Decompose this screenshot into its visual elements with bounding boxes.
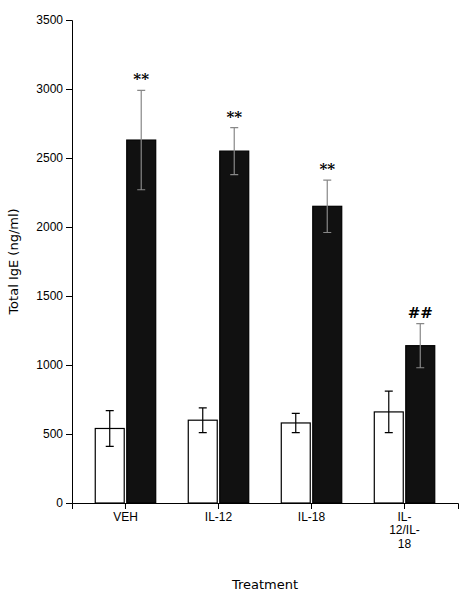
y-tick-mark (66, 20, 72, 21)
x-tick: IL-12/IL-18 (389, 503, 420, 551)
error-bar (137, 90, 145, 189)
error-bar (106, 411, 114, 447)
error-bar (292, 413, 300, 432)
x-tick-mark (125, 503, 126, 509)
x-tick-mark (218, 503, 219, 509)
y-tick: 1500 (36, 289, 72, 303)
bar (313, 206, 342, 503)
x-tick-mark (404, 503, 405, 509)
x-tick-label-line: VEH (113, 510, 138, 524)
x-tick-label: VEH (113, 510, 138, 524)
marks (95, 90, 434, 503)
series-1 (127, 90, 435, 503)
y-tick-mark (66, 227, 72, 228)
x-tick-label-line: IL- (398, 510, 412, 524)
y-tick-label: 500 (43, 427, 63, 441)
bar (406, 346, 435, 503)
bar (220, 151, 249, 503)
y-tick: 2000 (36, 220, 72, 234)
x-tick-label: IL-12/IL-18 (389, 510, 420, 552)
annotation: ## (408, 304, 433, 322)
y-tick-mark (66, 296, 72, 297)
error-bar (199, 408, 207, 433)
bar (127, 140, 156, 503)
y-tick: 1000 (36, 358, 72, 372)
y-tick-mark (66, 434, 72, 435)
y-axis: 0 500 1000 1500 2000 2500 3000 3500 (36, 13, 72, 510)
x-tick-label-line: IL-12 (205, 510, 233, 524)
annotation: ** (226, 108, 242, 126)
error-bar (416, 324, 424, 368)
x-tick-label-line: 18 (398, 537, 412, 551)
x-tick: IL-12 (205, 503, 233, 524)
annotations: ** ** ** ## (133, 70, 432, 321)
y-tick-label: 3000 (36, 82, 63, 96)
y-tick-label: 3500 (36, 13, 63, 27)
x-tick-label: IL-12 (205, 510, 233, 524)
annotation: ** (319, 160, 335, 178)
bar (281, 423, 310, 503)
y-axis-line (66, 21, 73, 504)
plot: 0500100015002000250030003500VEHIL-12IL-1… (36, 13, 458, 551)
x-axis-title: Treatment (231, 577, 298, 592)
y-tick-mark (66, 158, 72, 159)
annotation: ** (133, 70, 149, 88)
y-tick-mark (66, 503, 72, 504)
y-tick: 2500 (36, 151, 72, 165)
x-axis-line (73, 504, 459, 510)
y-tick: 0 (56, 496, 72, 510)
y-tick-mark (66, 365, 72, 366)
y-tick-label: 0 (56, 496, 63, 510)
y-tick: 3000 (36, 82, 72, 96)
y-tick-label: 1500 (36, 289, 63, 303)
x-tick-label-line: 12/IL- (389, 523, 420, 537)
x-tick-mark (311, 503, 312, 509)
x-tick: VEH (113, 503, 138, 524)
y-tick-label: 2500 (36, 151, 63, 165)
y-tick-label: 2000 (36, 220, 63, 234)
chart-container: 0500100015002000250030003500VEHIL-12IL-1… (0, 0, 474, 603)
error-bar (230, 128, 238, 175)
y-tick-mark (66, 89, 72, 90)
y-tick-label: 1000 (36, 358, 63, 372)
chart-svg: 0500100015002000250030003500VEHIL-12IL-1… (0, 0, 474, 603)
error-bar (385, 391, 393, 432)
x-tick-label-line: IL-18 (298, 510, 326, 524)
x-tick-label: IL-18 (298, 510, 326, 524)
x-tick: IL-18 (298, 503, 326, 524)
x-axis: VEHIL-12IL-18IL-12/IL-18 (73, 503, 459, 551)
y-tick: 500 (43, 427, 72, 441)
error-bar (323, 180, 331, 232)
y-axis-title: Total IgE (ng/ml) (6, 208, 21, 315)
y-tick: 3500 (36, 13, 72, 27)
